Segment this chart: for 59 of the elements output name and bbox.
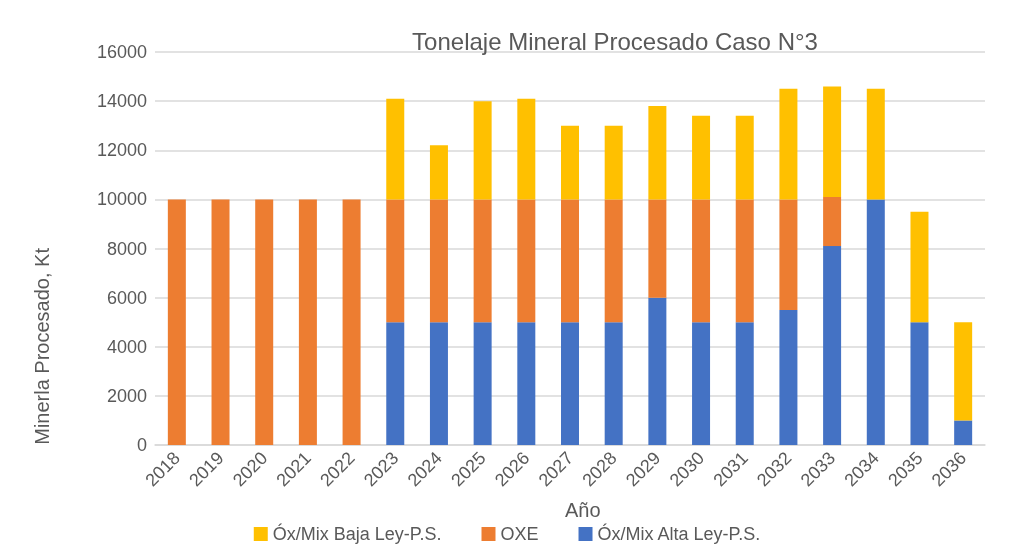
bar	[735, 199, 754, 323]
legend-label: OXE	[500, 524, 539, 544]
bar	[779, 309, 798, 445]
y-axis-title: Minerla Procesado, Kt	[31, 247, 53, 445]
bar	[386, 98, 405, 200]
bar	[735, 322, 754, 445]
legend-label: Óx/Mix Alta Ley-P.S.	[597, 523, 761, 544]
bar	[954, 420, 973, 445]
bar	[954, 322, 973, 421]
bar	[517, 98, 536, 200]
bar	[473, 101, 492, 200]
bar	[561, 199, 579, 323]
y-tick-label: 14000	[96, 91, 147, 112]
bar	[910, 322, 929, 445]
bar	[386, 322, 405, 445]
bar	[692, 322, 711, 445]
bar	[823, 246, 842, 445]
bar	[779, 88, 798, 200]
bar	[473, 199, 492, 323]
bar	[517, 322, 536, 445]
bar	[692, 199, 711, 323]
x-axis-title: Año	[565, 499, 601, 521]
bar	[648, 199, 667, 298]
y-tick-label: 10000	[96, 189, 147, 210]
chart-title: Tonelaje Mineral Procesado Caso N°3	[412, 27, 818, 55]
bar	[298, 199, 317, 445]
bar	[648, 106, 667, 200]
bar	[429, 199, 448, 323]
bar	[735, 115, 754, 200]
bar	[866, 88, 885, 200]
y-tick-label: 12000	[96, 140, 147, 161]
bar	[692, 115, 711, 200]
bar	[255, 199, 274, 445]
bar	[211, 199, 230, 445]
bar	[910, 211, 929, 323]
bar	[604, 322, 623, 445]
y-tick-label: 4000	[106, 336, 147, 357]
bar	[604, 125, 623, 200]
bar	[648, 297, 667, 445]
bar	[604, 199, 623, 323]
legend-label: Óx/Mix Baja Ley-P.S.	[272, 523, 442, 544]
bar	[561, 322, 579, 445]
y-tick-label: 2000	[106, 385, 147, 406]
y-tick-label: 8000	[106, 238, 147, 259]
bar	[429, 322, 448, 445]
y-tick-label: 0	[136, 435, 147, 455]
bar	[167, 199, 186, 445]
bar	[429, 145, 448, 200]
bar	[342, 199, 361, 445]
bar	[473, 322, 492, 445]
bar	[517, 199, 536, 323]
y-tick-label: 16000	[96, 42, 147, 62]
bar	[561, 125, 579, 200]
y-tick-label: 6000	[106, 287, 147, 308]
bar	[823, 196, 842, 247]
bar	[866, 199, 885, 445]
bar	[779, 199, 798, 310]
bar	[386, 199, 405, 323]
bar	[823, 86, 842, 197]
